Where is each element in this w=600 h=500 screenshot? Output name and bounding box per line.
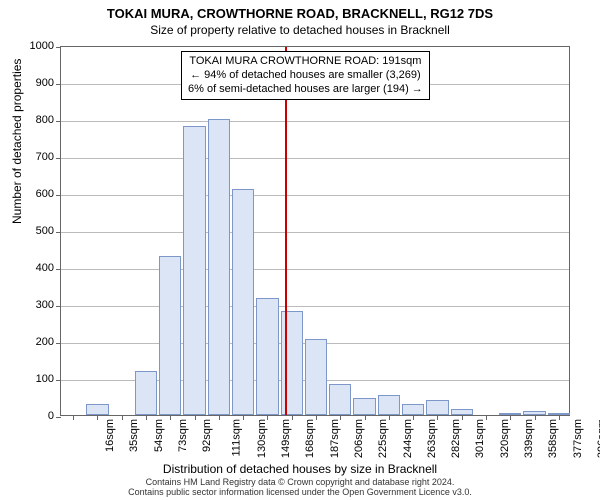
- y-tick: [56, 158, 61, 159]
- x-tick-label: 358sqm: [547, 415, 559, 458]
- x-tick: [462, 415, 463, 420]
- y-tick-label: 100: [20, 373, 54, 385]
- annotation-box: TOKAI MURA CROWTHORNE ROAD: 191sqm← 94% …: [181, 51, 430, 100]
- x-tick: [73, 415, 74, 420]
- x-tick-label: 282sqm: [450, 415, 462, 458]
- x-tick: [559, 415, 560, 420]
- x-tick: [292, 415, 293, 420]
- gridline: [61, 121, 569, 122]
- x-tick-label: 111sqm: [230, 415, 242, 457]
- x-tick: [219, 415, 220, 420]
- x-tick-label: 149sqm: [280, 415, 292, 458]
- histogram-bar: [305, 339, 327, 415]
- attribution-footer: Contains HM Land Registry data © Crown c…: [0, 478, 600, 498]
- annotation-line: TOKAI MURA CROWTHORNE ROAD: 191sqm: [188, 55, 423, 69]
- x-tick-label: 73sqm: [177, 415, 189, 452]
- page-subtitle: Size of property relative to detached ho…: [0, 23, 600, 37]
- x-tick: [122, 415, 123, 420]
- y-tick-label: 800: [20, 114, 54, 126]
- chart-container: 16sqm35sqm54sqm73sqm92sqm111sqm130sqm149…: [60, 46, 570, 416]
- histogram-bar: [378, 395, 400, 415]
- histogram-bar: [208, 119, 230, 415]
- y-tick: [56, 84, 61, 85]
- y-tick: [56, 47, 61, 48]
- page-title: TOKAI MURA, CROWTHORNE ROAD, BRACKNELL, …: [0, 6, 600, 21]
- x-tick: [510, 415, 511, 420]
- x-tick-label: 35sqm: [128, 415, 140, 452]
- x-tick-label: 301sqm: [475, 415, 487, 458]
- x-tick: [486, 415, 487, 420]
- y-tick: [56, 121, 61, 122]
- x-tick: [365, 415, 366, 420]
- y-tick-label: 600: [20, 188, 54, 200]
- y-tick: [56, 417, 61, 418]
- histogram-bar: [183, 126, 205, 415]
- x-tick-label: 16sqm: [104, 415, 116, 452]
- y-tick-label: 200: [20, 336, 54, 348]
- y-tick-label: 400: [20, 262, 54, 274]
- x-tick-label: 168sqm: [305, 415, 317, 458]
- x-tick: [146, 415, 147, 420]
- y-tick-label: 0: [20, 410, 54, 422]
- x-tick: [267, 415, 268, 420]
- gridline: [61, 306, 569, 307]
- histogram-bar: [426, 400, 448, 415]
- gridline: [61, 269, 569, 270]
- x-tick-label: 92sqm: [201, 415, 213, 452]
- x-tick-label: 339sqm: [523, 415, 535, 458]
- x-tick-label: 396sqm: [596, 415, 600, 458]
- y-tick-label: 700: [20, 151, 54, 163]
- annotation-line: 6% of semi-detached houses are larger (1…: [188, 83, 423, 97]
- x-tick: [97, 415, 98, 420]
- histogram-bar: [135, 371, 157, 415]
- histogram-bar: [402, 404, 424, 415]
- x-tick: [170, 415, 171, 420]
- x-tick: [413, 415, 414, 420]
- x-tick-label: 225sqm: [377, 415, 389, 458]
- y-tick: [56, 232, 61, 233]
- footer-line-2: Contains public sector information licen…: [0, 488, 600, 498]
- x-tick: [316, 415, 317, 420]
- gridline: [61, 158, 569, 159]
- x-tick: [243, 415, 244, 420]
- x-tick: [389, 415, 390, 420]
- x-tick-label: 187sqm: [329, 415, 341, 458]
- histogram-bar: [281, 311, 303, 415]
- x-tick-label: 130sqm: [256, 415, 268, 458]
- histogram-bar: [86, 404, 108, 415]
- y-tick: [56, 343, 61, 344]
- histogram-bar: [329, 384, 351, 415]
- y-tick-label: 900: [20, 77, 54, 89]
- annotation-line: ← 94% of detached houses are smaller (3,…: [188, 69, 423, 83]
- x-tick-label: 244sqm: [402, 415, 414, 458]
- gridline: [61, 232, 569, 233]
- y-tick: [56, 306, 61, 307]
- histogram-bar: [232, 189, 254, 415]
- y-tick: [56, 195, 61, 196]
- x-tick-label: 377sqm: [572, 415, 584, 458]
- y-tick-label: 500: [20, 225, 54, 237]
- gridline: [61, 195, 569, 196]
- y-tick-label: 300: [20, 299, 54, 311]
- x-tick: [340, 415, 341, 420]
- y-tick: [56, 269, 61, 270]
- histogram-bar: [159, 256, 181, 415]
- x-tick-label: 320sqm: [499, 415, 511, 458]
- y-tick-label: 1000: [20, 40, 54, 52]
- histogram-bar: [256, 298, 278, 415]
- plot-area: 16sqm35sqm54sqm73sqm92sqm111sqm130sqm149…: [60, 46, 570, 416]
- x-tick: [195, 415, 196, 420]
- x-axis-title: Distribution of detached houses by size …: [0, 462, 600, 476]
- y-tick: [56, 380, 61, 381]
- x-tick: [437, 415, 438, 420]
- x-tick-label: 206sqm: [353, 415, 365, 458]
- reference-line: [285, 47, 287, 415]
- x-tick-label: 263sqm: [426, 415, 438, 458]
- x-tick: [535, 415, 536, 420]
- x-tick-label: 54sqm: [153, 415, 165, 452]
- histogram-bar: [353, 398, 375, 415]
